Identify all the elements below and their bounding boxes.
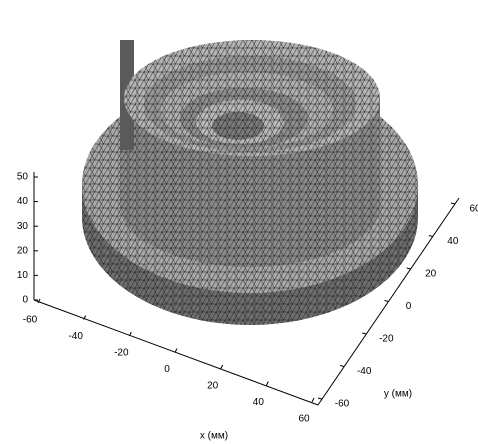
x-tick bbox=[221, 365, 223, 369]
z-tick-label: 20 bbox=[17, 245, 29, 256]
y-tick-label: 60 bbox=[469, 204, 478, 215]
x-tick-label: -60 bbox=[23, 315, 38, 326]
y-tick-label: -40 bbox=[357, 366, 372, 377]
page: 0 10 20 30 40 50 -60 -40 -20 0 20 40 60 -60 -40 -20 0 20 4… bbox=[0, 0, 478, 444]
y-axis-label: y (мм) bbox=[384, 389, 412, 400]
y-tick bbox=[340, 366, 344, 367]
y-tick-label: -60 bbox=[335, 399, 350, 410]
x-tick bbox=[175, 349, 177, 353]
y-tick-label: 0 bbox=[406, 301, 412, 312]
x-tick-label: 0 bbox=[164, 364, 170, 375]
x-tick-label: -40 bbox=[68, 331, 83, 342]
chart: 0 10 20 30 40 50 -60 -40 -20 0 20 40 60 -60 -40 -20 0 20 4… bbox=[0, 0, 478, 444]
y-tick bbox=[429, 236, 433, 237]
z-tick-label: 30 bbox=[17, 221, 29, 232]
x-tick-label: 40 bbox=[253, 397, 265, 408]
z-tick-label: 0 bbox=[22, 295, 28, 306]
y-tick-label: 40 bbox=[447, 236, 459, 247]
y-tick bbox=[407, 268, 411, 269]
x-tick bbox=[312, 398, 314, 402]
x-tick-label: -20 bbox=[114, 348, 129, 359]
x-tick-label: 20 bbox=[207, 381, 219, 392]
y-tick bbox=[451, 203, 455, 204]
y-tick bbox=[318, 398, 322, 399]
z-tick-label: 10 bbox=[17, 270, 29, 281]
x-tick bbox=[266, 382, 268, 386]
y-tick-label: -20 bbox=[379, 334, 394, 345]
z-tick-label: 40 bbox=[17, 196, 29, 207]
x-axis-label: x (мм) bbox=[200, 431, 228, 442]
top-mesh bbox=[124, 40, 380, 156]
y-tick bbox=[385, 301, 389, 302]
x-tick-label: 60 bbox=[298, 414, 310, 425]
y-tick bbox=[362, 333, 366, 334]
mesh-object bbox=[82, 40, 418, 325]
y-tick-label: 20 bbox=[425, 269, 437, 280]
z-tick-label: 50 bbox=[17, 172, 29, 183]
